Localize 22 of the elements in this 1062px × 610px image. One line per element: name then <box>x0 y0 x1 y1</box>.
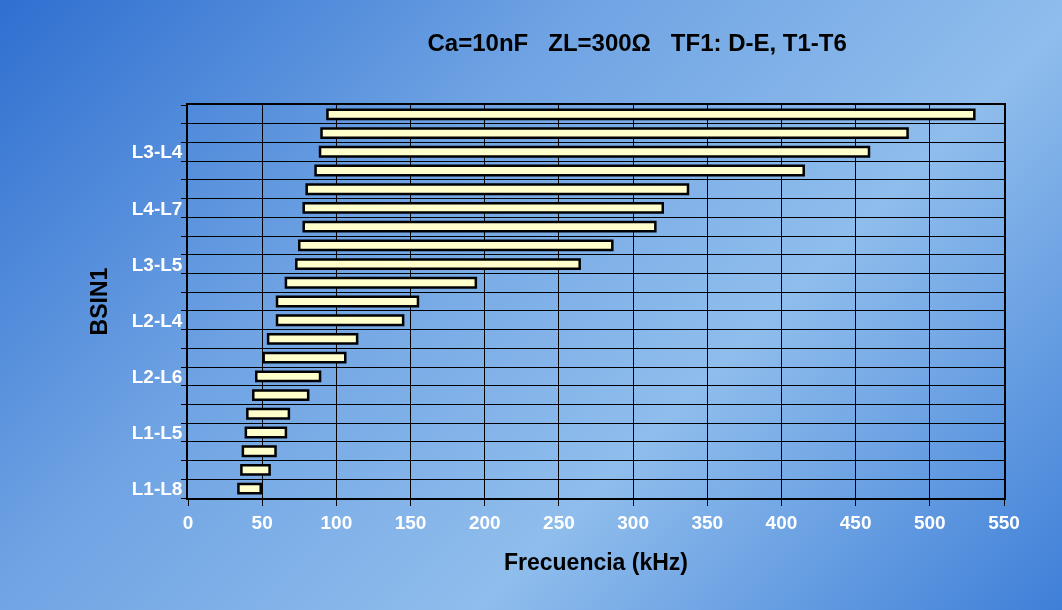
y-tick-label: L2-L6 <box>131 366 183 388</box>
x-tick-label: 550 <box>988 511 1020 533</box>
x-tick-label: 0 <box>182 511 194 533</box>
chart-title: Ca=10nF ZL=300Ω TF1: D-E, T1-T6 <box>427 29 847 57</box>
y-tick-label: L3-L5 <box>131 253 183 275</box>
y-tick-label: L3-L4 <box>131 141 183 163</box>
x-tick-label: 400 <box>765 511 798 533</box>
x-tick-label: 150 <box>394 511 427 533</box>
x-tick-label: 250 <box>543 511 575 533</box>
y-tick-label: L4-L7 <box>131 197 183 219</box>
y-axis-title: BSIN1 <box>85 267 112 336</box>
x-tick-label: 50 <box>251 511 273 533</box>
x-tick-label: 200 <box>468 511 501 533</box>
x-axis-title: Frecuencia (kHz) <box>503 548 689 575</box>
x-tick-label: 450 <box>839 511 872 533</box>
x-tick-label: 300 <box>617 511 649 533</box>
x-tick-label: 350 <box>691 511 724 533</box>
y-tick-label: L1-L8 <box>131 478 183 500</box>
x-tick-label: 100 <box>320 511 353 533</box>
x-tick-label: 500 <box>913 511 946 533</box>
y-tick-label: L2-L4 <box>131 309 183 331</box>
y-tick-label: L1-L5 <box>131 422 183 444</box>
